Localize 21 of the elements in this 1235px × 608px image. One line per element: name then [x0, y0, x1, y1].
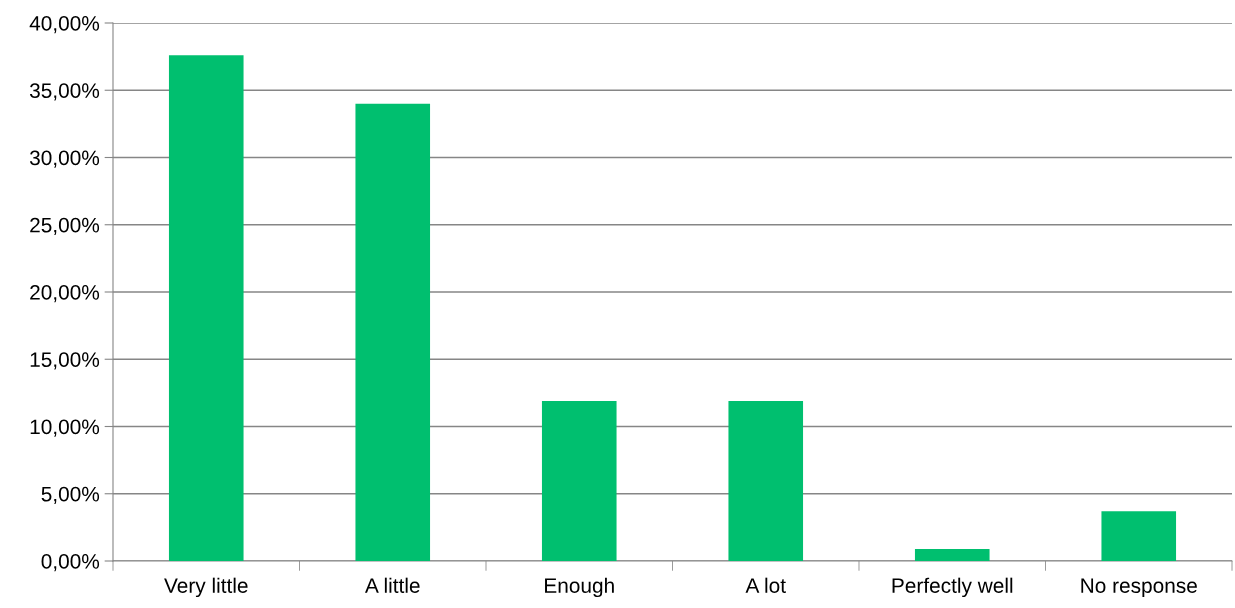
bar [355, 103, 431, 561]
bar [914, 548, 990, 561]
y-tick-label: 40,00% [29, 16, 100, 34]
y-tick-label: 15,00% [30, 352, 100, 370]
bar [1101, 511, 1177, 561]
y-tick-label: 30,00% [29, 150, 100, 168]
y-tick-label: 10,00% [30, 419, 100, 437]
y-tick-label: 25,00% [30, 217, 100, 235]
x-tick-label: Very little [164, 577, 248, 598]
bar [541, 400, 617, 561]
x-tick-label: A lot [745, 577, 786, 593]
x-tick-label: Perfectly well [892, 577, 1013, 598]
y-tick-label: 35,00% [29, 83, 100, 101]
x-tick-label: Enough [545, 577, 614, 598]
y-tick-label: 0,00% [41, 554, 100, 572]
y-tick-label: 20,00% [30, 285, 100, 303]
x-tick-label: No response [1081, 578, 1197, 598]
x-tick-label: A little [365, 577, 420, 593]
bar [168, 55, 244, 561]
bar [728, 400, 804, 561]
y-tick-label: 5,00% [41, 486, 100, 504]
